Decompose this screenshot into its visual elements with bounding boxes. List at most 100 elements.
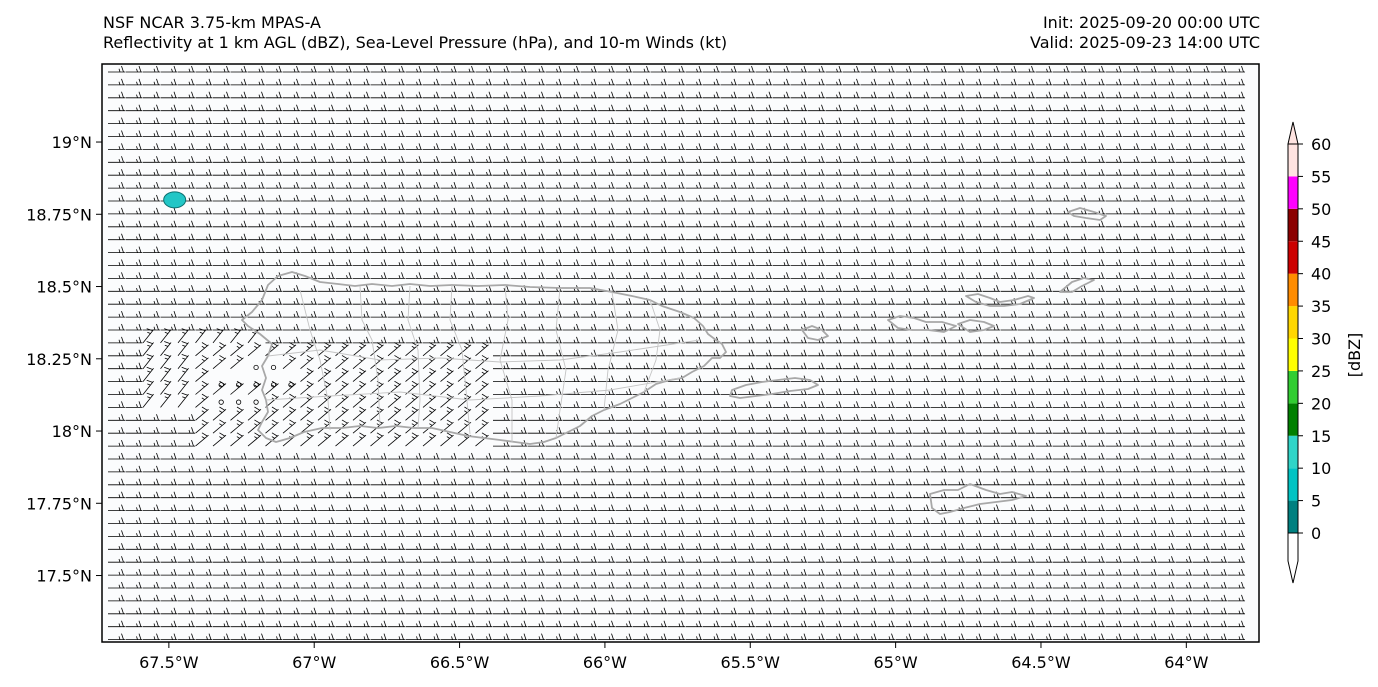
wind-barb	[843, 65, 860, 73]
wind-barb	[213, 91, 230, 99]
y-tick-label: 19°N	[52, 133, 92, 152]
wind-barb	[1140, 156, 1158, 163]
wind-barb	[843, 104, 860, 112]
wind-barb	[388, 156, 405, 163]
wind-barb	[825, 143, 843, 150]
x-tick-label: 64°W	[1164, 653, 1208, 672]
wind-barb	[1035, 156, 1053, 163]
wind-barb	[983, 91, 1000, 99]
wind-barb	[1210, 220, 1228, 228]
wind-barb	[143, 233, 160, 241]
wind-barb	[178, 117, 195, 124]
wind-barb	[965, 78, 983, 86]
wind-barb	[598, 233, 615, 241]
wind-barb	[563, 117, 580, 124]
wind-barb	[1088, 169, 1105, 176]
wind-barb	[650, 104, 668, 112]
wind-barb	[440, 78, 458, 86]
wind-barb	[563, 91, 580, 99]
wind-barb	[125, 130, 143, 137]
wind-barb	[195, 181, 213, 189]
wind-barb	[580, 143, 598, 150]
wind-barb	[808, 143, 825, 150]
wind-barb	[790, 233, 808, 241]
wind-barb	[878, 181, 895, 189]
wind-barb	[475, 207, 493, 215]
wind-barb	[1123, 207, 1140, 215]
wind-barb	[300, 104, 318, 112]
wind-barb	[703, 233, 720, 241]
wind-barb	[388, 194, 405, 202]
wind-barb	[983, 169, 1000, 176]
wind-barb	[983, 130, 1000, 137]
wind-barb	[703, 130, 720, 137]
wind-barb	[178, 143, 195, 150]
wind-barb	[825, 65, 843, 73]
wind-barb	[685, 220, 703, 228]
wind-barb	[913, 104, 930, 112]
wind-barb	[195, 143, 213, 150]
wind-barb	[598, 143, 615, 150]
wind-barb	[1053, 194, 1070, 202]
wind-barb	[1018, 65, 1035, 73]
title-left: NSF NCAR 3.75-km MPAS-A Reflectivity at …	[103, 13, 727, 53]
wind-barb	[1000, 130, 1018, 137]
wind-barb	[108, 181, 125, 189]
wind-barb	[108, 65, 125, 73]
wind-barb	[1140, 233, 1158, 241]
wind-barb	[405, 130, 423, 137]
wind-barb	[195, 220, 213, 228]
wind-barb	[895, 117, 913, 124]
wind-barb	[930, 65, 948, 73]
wind-barb	[545, 65, 563, 73]
wind-barb	[895, 169, 913, 176]
wind-barb	[108, 194, 125, 202]
wind-barb	[458, 194, 475, 202]
wind-barb	[300, 156, 318, 163]
wind-barb	[878, 78, 895, 86]
wind-barb	[913, 169, 930, 176]
wind-barb	[1088, 156, 1105, 163]
wind-barb	[1053, 181, 1070, 189]
wind-barb	[738, 220, 755, 228]
wind-barb	[335, 143, 353, 150]
wind-barb	[1228, 156, 1245, 163]
wind-barb	[1175, 78, 1193, 86]
wind-barb	[913, 207, 930, 215]
wind-barb	[598, 104, 615, 112]
wind-barb	[580, 91, 598, 99]
wind-barb	[808, 220, 825, 228]
wind-barb	[685, 91, 703, 99]
wind-barb	[178, 91, 195, 99]
wind-barb	[598, 194, 615, 202]
wind-barb	[510, 65, 528, 73]
wind-barb	[930, 169, 948, 176]
wind-barb	[143, 194, 160, 202]
wind-barb	[685, 78, 703, 86]
wind-barb	[720, 233, 738, 241]
wind-barb	[265, 220, 283, 228]
wind-barb	[143, 207, 160, 215]
wind-barb	[230, 169, 248, 176]
wind-barb	[1228, 78, 1245, 86]
wind-barb	[580, 78, 598, 86]
wind-barb	[108, 130, 125, 137]
model-title: NSF NCAR 3.75-km MPAS-A	[103, 13, 321, 32]
wind-barb	[1000, 169, 1018, 176]
wind-barb	[983, 117, 1000, 124]
wind-barb	[1228, 130, 1245, 137]
wind-barb	[125, 246, 143, 254]
wind-barb	[510, 91, 528, 99]
wind-barb	[528, 233, 545, 241]
wind-barb	[545, 233, 563, 241]
wind-barb	[388, 220, 405, 228]
wind-barb	[1088, 78, 1105, 86]
wind-barb	[353, 233, 370, 241]
wind-barb	[790, 117, 808, 124]
wind-barb	[1070, 65, 1088, 73]
wind-barb	[1228, 194, 1245, 202]
wind-barb	[1158, 156, 1175, 163]
wind-barb	[265, 65, 283, 73]
wind-barb	[1123, 143, 1140, 150]
wind-barb	[1105, 156, 1123, 163]
